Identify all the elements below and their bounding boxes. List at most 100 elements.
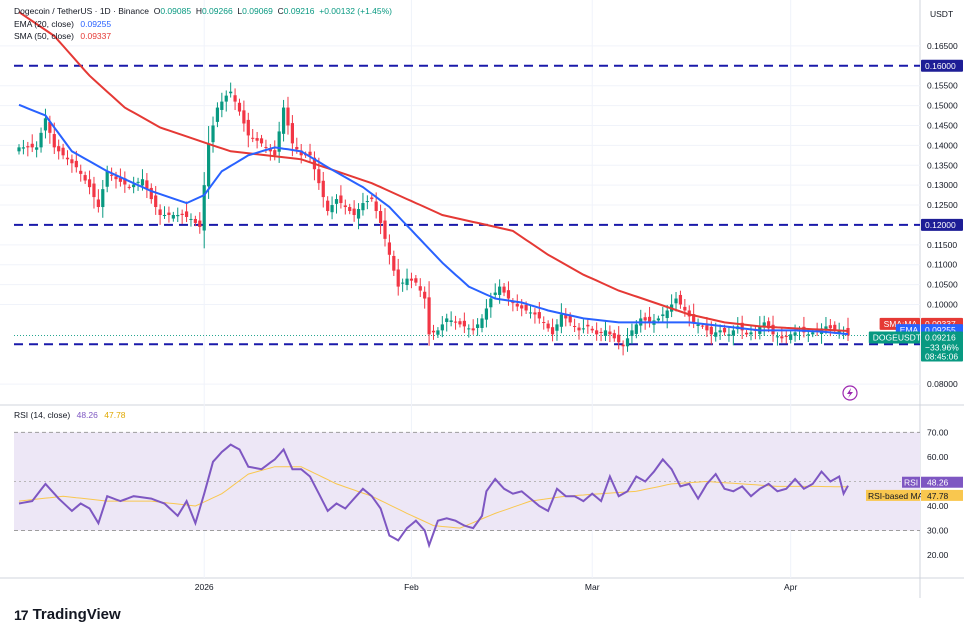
candle-body [423,291,427,299]
tradingview-logo[interactable]: 17 TradingView [14,606,121,623]
candle-body [233,95,237,102]
candle-body [57,146,61,152]
price-axis-label: 0.14500 [927,120,958,130]
candle-body [775,336,780,338]
rsi-ma-tag-value-box [921,489,963,501]
candle-body [692,314,696,323]
candle-body [308,151,312,156]
candle-body [251,137,255,139]
candle-body [674,298,678,304]
legend-sma-row: SMA (50, close) 0.09337 [14,31,111,41]
candle-body [612,333,616,339]
candle-body [30,143,34,148]
candle-body [581,328,586,330]
candle-body [740,322,744,331]
time-axis-label: Apr [784,582,797,592]
price-axis-label: 0.13000 [927,180,958,190]
level-price-tag [921,59,963,72]
rsi-tag-value: 48.26 [927,478,949,488]
candle-body [246,119,250,136]
price-tag-name: DOGEUSDT [873,333,921,343]
candle-body [123,178,127,185]
candle-body [586,324,590,327]
candle-body [26,146,30,148]
candle-body [35,147,39,150]
candle-body [436,330,440,335]
candle-body [709,326,713,335]
candle-body [595,330,599,335]
candle-body [528,312,533,314]
legend-symbol-row: Dogecoin / TetherUS · 1D · Binance O0.09… [14,6,392,16]
candle-body [718,330,722,333]
candle-body [427,297,431,335]
tradingview-mark-icon: 17 [14,606,29,623]
candle-body [475,324,480,328]
candle-body [352,208,356,215]
candle-body [273,150,277,156]
price-axis-label: 0.10500 [927,280,958,290]
candle-body [255,138,259,141]
price-axis-label: 0.11000 [927,260,957,270]
candle-body [837,330,841,333]
candle-body [661,314,665,317]
rsi-tag-value-box [921,476,963,488]
candle-body [467,328,471,330]
candle-body [114,176,118,180]
candle-body [489,298,493,308]
candle-body [546,323,550,329]
candle-body [387,242,392,255]
candle-body [224,95,228,102]
candle-body [149,187,153,200]
candle-body [158,209,162,215]
candle-body [418,286,422,291]
candle-body [705,325,709,331]
level-price-tag-label: 0.12000 [925,220,956,230]
candle-body [365,201,369,203]
price-axis-label: 0.08000 [927,379,958,389]
candle-body [105,171,109,187]
candle-body [555,324,559,331]
candle-body [268,148,272,152]
candle-body [511,302,515,304]
candle-body [215,107,220,122]
candle-body [833,324,837,331]
candle-body [440,324,444,331]
candle-body [506,290,511,299]
rsi-ma-value: 47.78 [104,410,126,420]
candle-body [189,218,193,220]
price-axis-label: 0.14000 [927,140,958,150]
candle-body [317,169,321,184]
rsi-value: 48.26 [76,410,98,420]
currency-label: USDT [930,9,954,19]
price-tag-value-box [921,331,963,362]
candle-body [136,181,140,183]
candle-body [198,220,202,227]
candle-body [211,125,215,143]
price-tag-name: SMA:MA [884,319,918,329]
alert-lightning-bolt-icon [847,388,853,398]
rsi-line [18,443,849,549]
candle-body [533,312,537,315]
candle-body [515,303,519,307]
candle-body [361,203,365,211]
candle-body [79,170,83,174]
candle-body [722,327,727,333]
candle-body [520,305,524,309]
candle-body [39,132,43,148]
candle-body [184,211,189,217]
candle-body [343,205,347,208]
price-tag-countdown: 08:45:06 [925,352,958,362]
rsi-axis-label: 30.00 [927,526,949,536]
sma-value: 0.09337 [80,31,112,41]
alert-lightning-icon [842,385,858,401]
rsi-ma-tag-value: 47.78 [927,491,949,501]
candle-body [356,209,361,219]
candle-body [52,134,56,148]
tradingview-wordmark: TradingView [32,606,121,623]
candle-body [599,331,603,333]
price-axis-label: 0.13500 [927,160,958,170]
candle-body [145,180,149,190]
time-axis-label: 2026 [195,582,214,592]
candle-body [806,334,810,336]
